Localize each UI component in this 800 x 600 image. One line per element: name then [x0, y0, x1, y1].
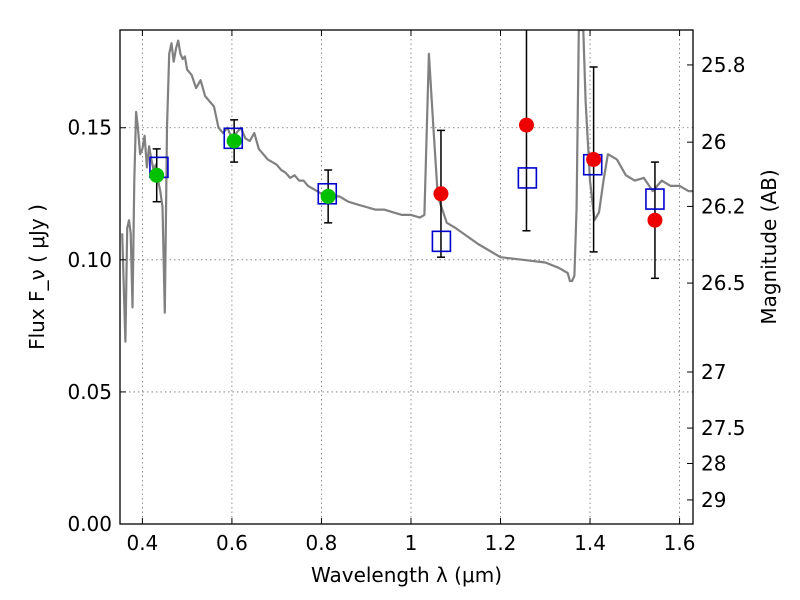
model-spectrum-line [121, 30, 693, 343]
grid [120, 30, 693, 525]
y2-tick-label: 29 [701, 488, 726, 512]
y2-tick-label: 26 [701, 130, 726, 154]
green-circle-marker [226, 133, 242, 149]
x-tick-label: 0.8 [306, 531, 338, 555]
y-tick-label: 0.05 [67, 380, 112, 404]
y2-axis-label: Magnitude (AB) [757, 169, 781, 324]
x-tick-label: 0.6 [216, 531, 248, 555]
y2-axis-ticks: 25.8 26 26.2 26.5 27 27.5 28 29 [687, 53, 746, 512]
y2-tick-label: 27.5 [701, 416, 746, 440]
x-tick-label: 1 [405, 531, 418, 555]
x-axis-label: Wavelength λ (μm) [311, 563, 502, 587]
x-axis-ticks: 0.4 0.6 0.8 1 1.2 1.4 1.6 [126, 30, 695, 555]
green-circle-marker [149, 167, 165, 183]
plot-frame [119, 29, 694, 525]
square-marker [645, 188, 665, 210]
x-tick-label: 0.4 [126, 531, 158, 555]
y-tick-label: 0.00 [67, 512, 112, 536]
square-marker [517, 167, 538, 189]
y2-tick-label: 25.8 [701, 53, 746, 77]
x-tick-label: 1.2 [485, 531, 517, 555]
x-tick-label: 1.6 [664, 531, 696, 555]
x-tick-label: 1.4 [574, 531, 606, 555]
square-marker [431, 230, 452, 253]
green-circle-marker [320, 188, 336, 204]
red-circle-marker [586, 151, 602, 167]
y2-tick-label: 27 [701, 360, 726, 384]
y-tick-label: 0.15 [67, 116, 112, 140]
y2-tick-label: 28 [701, 451, 726, 475]
model-spectrum [121, 30, 693, 343]
y2-tick-label: 26.5 [701, 271, 746, 295]
y-axis-ticks: 0.00 0.05 0.10 0.15 [67, 116, 126, 536]
photometry-markers [149, 117, 665, 253]
y-tick-label: 0.10 [67, 248, 112, 272]
red-circle-marker [518, 117, 534, 133]
y-axis-label: Flux F_ν ( μJy ) [25, 204, 49, 350]
red-circle-marker [647, 212, 663, 228]
y2-tick-label: 26.2 [701, 194, 746, 218]
red-circle-marker [433, 186, 449, 202]
